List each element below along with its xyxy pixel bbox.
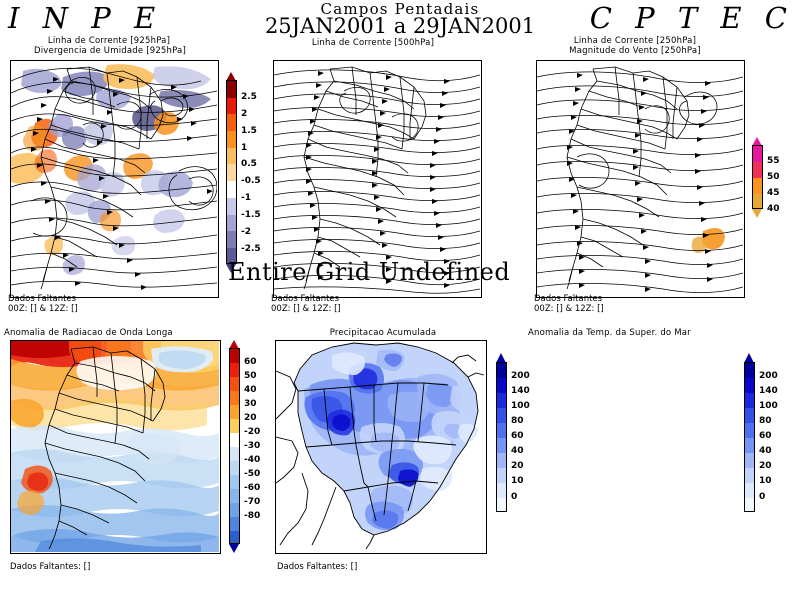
streamlines bbox=[537, 71, 743, 293]
cb-tick: 20 bbox=[511, 461, 524, 471]
brand-cptec: C P T E C bbox=[589, 1, 794, 35]
cb-tick: 50 bbox=[244, 371, 257, 381]
cb-tick: 40 bbox=[767, 204, 780, 214]
colorbar-precip[interactable]: 200 140 100 80 60 40 20 10 0 bbox=[496, 353, 544, 530]
grid-undefined-overlay: Entire Grid Undefined bbox=[228, 258, 511, 286]
colorbar-windmag-250[interactable]: 55 50 45 40 bbox=[752, 137, 798, 225]
brand-inpe: I N P E bbox=[8, 1, 163, 35]
panel-title-line1: Anomalia da Temp. da Super. do Mar bbox=[528, 328, 691, 338]
cb-tick: 100 bbox=[759, 401, 778, 411]
cb-tick: 60 bbox=[511, 431, 524, 441]
panel-footer-line2: 00Z: [] & 12Z: [] bbox=[534, 304, 604, 314]
cb-tick: 140 bbox=[759, 386, 778, 396]
panel-footer-line2: 00Z: [] & 12Z: [] bbox=[271, 304, 341, 314]
cb-tick: -60 bbox=[244, 483, 261, 493]
country-outlines bbox=[44, 346, 166, 550]
cb-tick: 0 bbox=[759, 492, 766, 502]
cb-tick: 1 bbox=[241, 143, 248, 153]
cb-tick: -50 bbox=[244, 469, 261, 479]
cb-tick: 1.5 bbox=[241, 126, 257, 136]
panel-footer-line1: Dados Faltantes: [] bbox=[277, 562, 358, 572]
panel-footer-line1: Dados Faltantes bbox=[8, 294, 77, 304]
cb-tick: -70 bbox=[244, 497, 261, 507]
header-center: Campos Pentadais 25JAN2001 a 29JAN2001 bbox=[0, 0, 800, 39]
streamline-arrows bbox=[31, 77, 213, 290]
panel-title-line1: Precipitacao Acumulada bbox=[329, 328, 437, 338]
cb-tick: 200 bbox=[759, 371, 778, 381]
map-olr-anomaly[interactable] bbox=[10, 340, 221, 554]
cb-tick: -0.5 bbox=[241, 176, 261, 186]
cb-tick: 0.5 bbox=[241, 159, 257, 169]
panel-title-line1: Linha de Corrente [250hPa] bbox=[573, 36, 697, 46]
colorbar-olr[interactable]: 60 50 40 30 20 -20 -30 -40 -50 -60 -70 -… bbox=[229, 340, 277, 560]
cb-tick: -2 bbox=[241, 227, 251, 237]
country-outlines bbox=[303, 66, 427, 290]
cb-tick: 10 bbox=[759, 476, 772, 486]
streamlines bbox=[274, 69, 480, 294]
cb-tick: 40 bbox=[759, 446, 772, 456]
cb-tick: -2.5 bbox=[241, 244, 261, 254]
cb-tick: -1 bbox=[241, 193, 251, 203]
cb-tick: 2 bbox=[241, 109, 248, 119]
panel-title-line2: Divergencia de Umidade [925hPa] bbox=[34, 46, 186, 56]
cb-tick: 80 bbox=[511, 416, 524, 426]
cb-tick: 40 bbox=[244, 385, 257, 395]
panel-footer-line1: Dados Faltantes bbox=[534, 294, 603, 304]
panel-footer-line1: Dados Faltantes: [] bbox=[10, 562, 91, 572]
map-precip-accum[interactable] bbox=[275, 340, 487, 554]
cb-tick: 55 bbox=[767, 156, 780, 166]
cb-tick: 80 bbox=[759, 416, 772, 426]
panel-title-line1: Linha de Corrente [500hPa] bbox=[311, 38, 435, 48]
colorbar-sst[interactable]: 200 140 100 80 60 40 20 10 0 bbox=[744, 353, 796, 530]
cb-tick: 0 bbox=[511, 492, 518, 502]
panel-title-line2: Magnitude do Vento [250hPa] bbox=[569, 46, 701, 56]
cb-tick: 10 bbox=[511, 476, 524, 486]
cb-tick: 200 bbox=[511, 371, 530, 381]
cb-tick: 20 bbox=[759, 461, 772, 471]
divergence-shading bbox=[11, 64, 211, 275]
country-outlines bbox=[276, 342, 485, 550]
cb-tick: 20 bbox=[244, 413, 257, 423]
map-streamline-250[interactable] bbox=[536, 60, 745, 298]
colorbar-divergence-925[interactable]: 2.5 2 1.5 1 0.5 -0.5 -1 -1.5 -2 -2.5 bbox=[226, 72, 274, 280]
cb-tick: -1.5 bbox=[241, 210, 261, 220]
cb-tick: 50 bbox=[767, 172, 780, 182]
streamline-arrows bbox=[567, 73, 713, 292]
cb-tick: 100 bbox=[511, 401, 530, 411]
map-streamline-500[interactable] bbox=[273, 60, 482, 298]
cb-tick: 45 bbox=[767, 188, 780, 198]
cb-tick: 140 bbox=[511, 386, 530, 396]
cb-tick: -30 bbox=[244, 441, 261, 451]
panel-title-line1: Anomalia de Radiacao de Onda Longa bbox=[4, 328, 173, 338]
cb-tick: 30 bbox=[244, 399, 257, 409]
cb-tick: -20 bbox=[244, 427, 261, 437]
streamline-arrows bbox=[306, 71, 450, 288]
cb-tick: 2.5 bbox=[241, 92, 257, 102]
page-title: Campos Pentadais bbox=[320, 0, 480, 18]
cb-tick: 60 bbox=[759, 431, 772, 441]
date-range: 25JAN2001 a 29JAN2001 bbox=[264, 14, 536, 39]
panel-footer-line1: Dados Faltantes bbox=[271, 294, 340, 304]
panel-footer-line2: 00Z: [] & 12Z: [] bbox=[8, 304, 78, 314]
cb-tick: -80 bbox=[244, 511, 261, 521]
cb-tick: -40 bbox=[244, 455, 261, 465]
cb-tick: 60 bbox=[244, 357, 257, 367]
panel-title-line1: Linha de Corrente [925hPa] bbox=[47, 36, 171, 46]
streamlines bbox=[11, 67, 217, 288]
map-streamline-925[interactable] bbox=[10, 60, 219, 298]
cb-tick: 40 bbox=[511, 446, 524, 456]
